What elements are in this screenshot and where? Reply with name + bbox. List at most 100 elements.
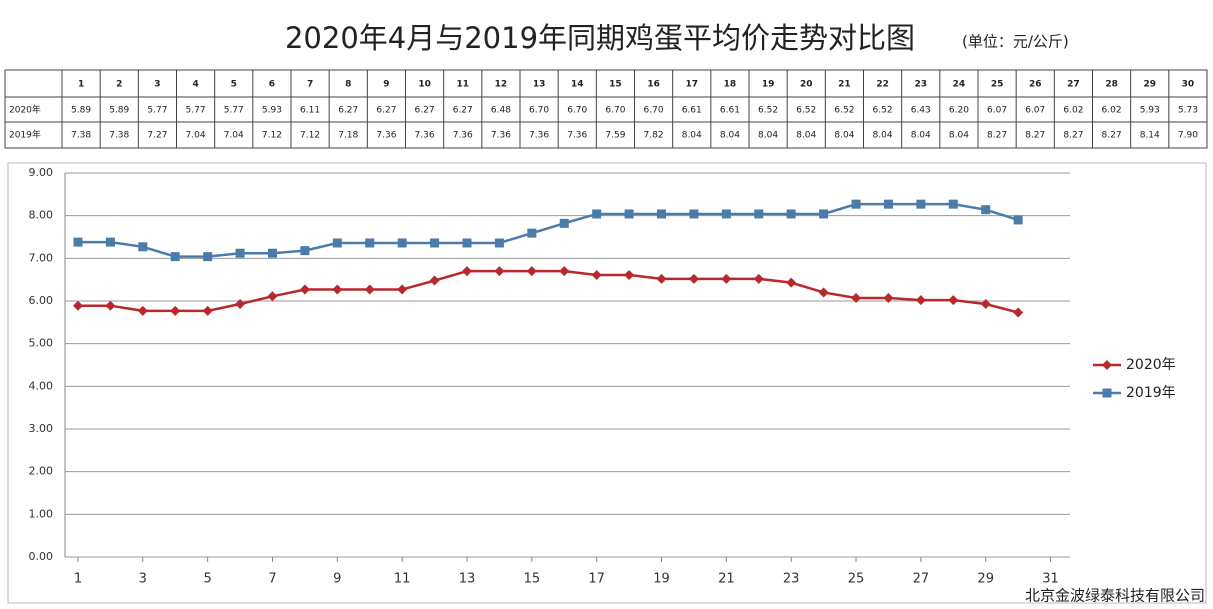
table-header: 16 [647,80,660,90]
table-row-label: 2019年 [9,129,41,141]
table-cell: 5.89 [109,106,129,116]
table-cell: 7.38 [109,131,129,141]
table-cell: 6.61 [720,106,740,116]
table-cell: 7.18 [338,131,358,141]
table-cell: 8.04 [758,131,778,141]
table-header: 25 [991,80,1004,90]
point [657,209,667,219]
table-row-label: 2020年 [9,104,41,116]
table-header: 24 [953,80,966,90]
x-tick-label: 3 [139,572,147,587]
point [1013,215,1023,225]
table-cell: 7.36 [491,131,511,141]
point [753,273,764,284]
table-cell: 6.20 [949,106,969,116]
x-tick-label: 23 [783,572,800,587]
table-header: 1 [78,80,84,90]
table-cell: 8.04 [796,131,816,141]
table-cell: 8.04 [720,131,740,141]
table-cell: 7.36 [567,131,587,141]
table-cell: 6.02 [1063,106,1083,116]
legend-label: 2020年 [1126,357,1176,373]
y-tick-label: 1.00 [29,507,54,520]
table-cell: 7.12 [300,131,320,141]
table-cell: 5.77 [186,106,206,116]
table-cell: 6.52 [834,106,854,116]
table-cell: 8.27 [1063,131,1083,141]
table-cell: 5.93 [262,106,282,116]
point [462,266,472,277]
table-cell: 6.70 [605,106,625,116]
point [267,291,278,302]
point [851,199,861,209]
table-cell: 7.38 [71,131,91,141]
table-cell: 6.52 [758,106,778,116]
point [656,273,667,284]
y-tick-label: 0.00 [29,550,54,563]
x-tick-label: 1 [74,572,82,587]
point [689,209,699,219]
table-cell: 6.27 [415,106,435,116]
table-header: 29 [1143,80,1156,90]
chart-frame [7,162,1207,604]
point [818,287,829,298]
point [430,238,440,248]
point [235,298,246,309]
table-cell: 7.59 [605,131,625,141]
x-tick-label: 21 [718,572,735,587]
table-cell: 6.27 [338,106,358,116]
point [754,209,764,219]
table-cell: 8.27 [1102,131,1122,141]
table-header: 20 [800,80,813,90]
table-header: 30 [1182,80,1195,90]
point [299,284,310,295]
table-cell: 6.11 [300,106,320,116]
table-cell: 7.36 [415,131,435,141]
table-cell: 8.04 [682,131,702,141]
table-cell: 6.27 [376,106,396,116]
y-tick-label: 3.00 [29,422,54,435]
x-tick-label: 13 [459,572,476,587]
table-cell: 7.90 [1178,131,1198,141]
table-cell: 6.07 [1025,106,1045,116]
table-header: 21 [838,80,851,90]
point [527,228,537,238]
point [915,295,926,306]
point [105,300,116,311]
y-tick-label: 9.00 [29,166,54,179]
x-tick-label: 17 [588,572,605,587]
y-tick-label: 4.00 [29,379,54,392]
point [267,248,277,258]
point [721,273,732,284]
point [494,266,505,277]
table-cell: 6.07 [987,106,1007,116]
point [624,269,635,280]
point [300,246,310,256]
point [202,305,213,316]
point [688,273,699,284]
point [365,238,375,248]
table-header: 17 [685,80,698,90]
table-cell: 6.52 [873,106,893,116]
point [948,295,959,306]
point [883,293,894,304]
table-header: 9 [383,80,389,90]
table-cell: 5.73 [1178,106,1198,116]
table-cell: 8.04 [834,131,854,141]
point [786,209,796,219]
series-line [77,269,1019,314]
table-header: 26 [1029,80,1042,90]
x-tick-label: 5 [204,572,212,587]
table-header: 27 [1067,80,1080,90]
table-cell: 7.36 [453,131,473,141]
table-cell: 7.36 [376,131,396,141]
table-cell: 6.61 [682,106,702,116]
table-cell: 7.82 [644,131,664,141]
y-tick-label: 7.00 [29,251,54,264]
point [981,205,991,215]
table-header: 22 [876,80,889,90]
table-header: 19 [762,80,775,90]
point [592,209,602,219]
legend-marker [1102,388,1112,398]
table-cell: 7.04 [224,131,244,141]
